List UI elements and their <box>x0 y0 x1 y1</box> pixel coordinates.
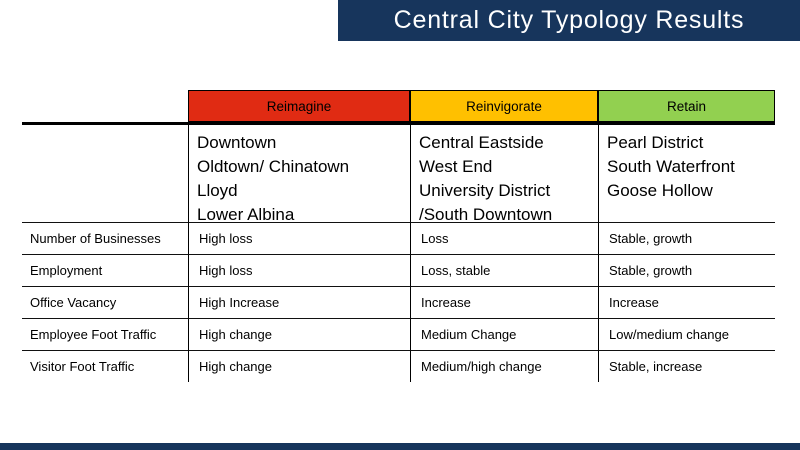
district-item: Lloyd <box>197 181 238 200</box>
header-spacer <box>22 90 188 122</box>
row-label: Employee Foot Traffic <box>22 318 188 350</box>
districts-reinvigorate: Central Eastside West End University Distr… <box>410 122 598 224</box>
districts-retain: Pearl District South Waterfront Goose Holl… <box>598 122 775 222</box>
cell-value: Low/medium change <box>598 318 775 350</box>
cell-value: High change <box>188 318 410 350</box>
column-header-retain: Retain <box>598 90 775 122</box>
page-title: Central City Typology Results <box>393 6 745 34</box>
districts-spacer <box>22 122 188 222</box>
district-item: Goose Hollow <box>607 181 713 200</box>
bottom-accent-bar <box>0 443 800 450</box>
row-label: Employment <box>22 254 188 286</box>
column-header-reinvigorate: Reinvigorate <box>410 90 598 122</box>
cell-value: Stable, growth <box>598 254 775 286</box>
cell-value: High Increase <box>188 286 410 318</box>
district-item: West End <box>419 157 493 176</box>
district-item: Lower Albina <box>197 205 295 224</box>
cell-value: Stable, increase <box>598 350 775 382</box>
row-label: Visitor Foot Traffic <box>22 350 188 382</box>
cell-value: High change <box>188 350 410 382</box>
district-item: Oldtown/ Chinatown <box>197 157 350 176</box>
cell-value: Loss <box>410 222 598 254</box>
cell-value: Medium Change <box>410 318 598 350</box>
row-label: Number of Businesses <box>22 222 188 254</box>
district-item: Central Eastside <box>419 133 544 152</box>
districts-reimagine: Downtown Oldtown/ Chinatown Lloyd Lower Alb… <box>188 122 410 224</box>
cell-value: Increase <box>598 286 775 318</box>
typology-table: Reimagine Reinvigorate Retain Downtown Ol… <box>22 90 775 382</box>
district-item: South Waterfront <box>607 157 735 176</box>
cell-value: Stable, growth <box>598 222 775 254</box>
cell-value: High loss <box>188 254 410 286</box>
row-label: Office Vacancy <box>22 286 188 318</box>
title-bar: Central City Typology Results <box>338 0 800 41</box>
cell-value: Increase <box>410 286 598 318</box>
cell-value: High loss <box>188 222 410 254</box>
district-item: Pearl District <box>607 133 704 152</box>
district-item: Downtown <box>197 133 277 152</box>
cell-value: Loss, stable <box>410 254 598 286</box>
column-header-reimagine: Reimagine <box>188 90 410 122</box>
district-item: University District /South Downtown <box>419 181 553 224</box>
cell-value: Medium/high change <box>410 350 598 382</box>
